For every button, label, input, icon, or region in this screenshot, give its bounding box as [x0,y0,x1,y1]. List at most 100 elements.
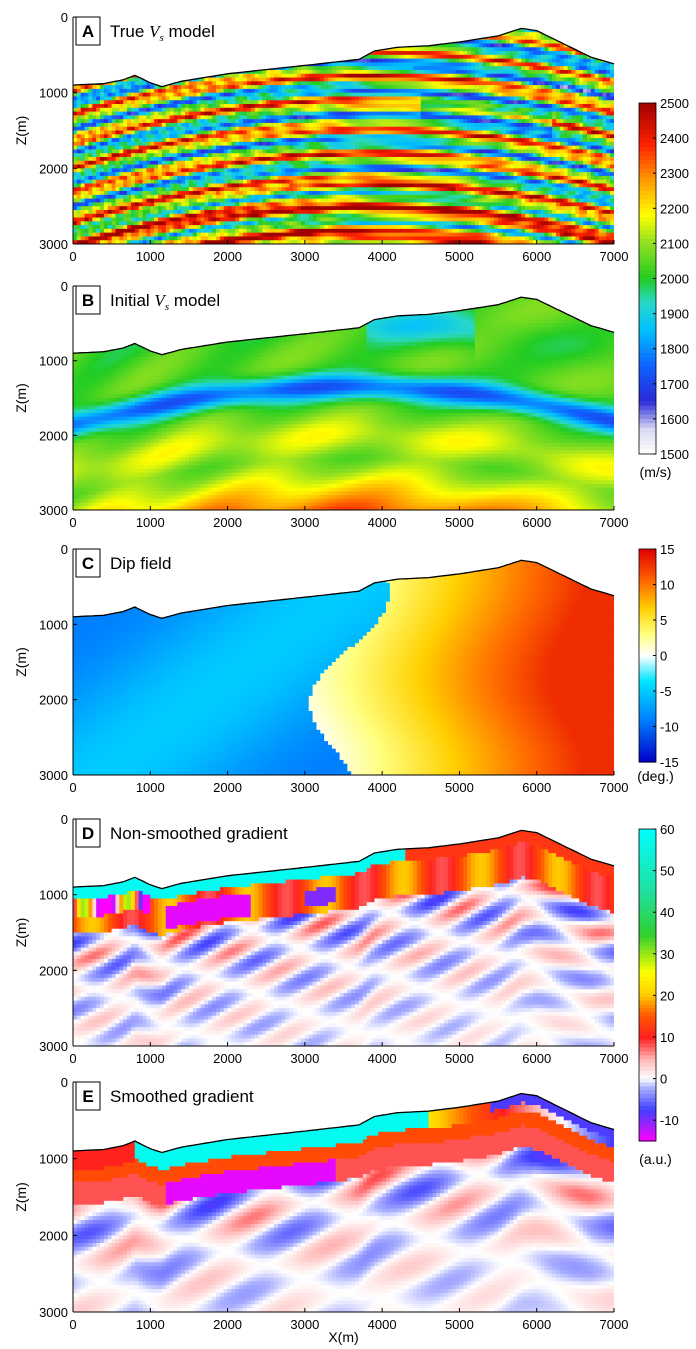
field-cell [73,175,78,181]
field-cell [324,175,329,181]
field-cell [246,145,252,151]
field-cell [270,126,275,132]
field-cell [215,175,221,181]
field-cell [80,183,86,188]
field-cell [297,54,302,60]
field-cell [84,107,90,113]
field-cell [154,191,159,196]
field-cell [312,183,318,188]
field-cell [219,39,225,45]
field-cell [281,213,287,219]
field-cell [382,17,386,21]
field-cell [343,73,348,79]
field-cell [258,47,263,52]
field-cell [270,28,275,29]
field-cell [328,179,333,185]
field-cell [335,88,341,94]
field-cell [173,73,178,79]
field-cell [80,92,86,98]
field-cell [130,85,136,90]
field-cell [382,51,387,56]
field-cell [366,232,372,238]
field-cell [324,115,329,120]
field-cell [96,175,101,181]
field-cell [331,138,337,143]
field-cell [273,138,279,143]
field-cell [382,62,387,67]
field-cell [285,104,290,109]
field-cell [343,32,348,37]
field-cell [100,39,105,45]
field-cell [200,58,205,63]
field-cell [254,153,260,158]
field-cell [192,126,198,132]
field-cell [277,164,283,169]
field-cell [165,134,171,139]
field-cell [300,175,306,181]
field-cell [362,145,368,151]
field-cell [343,225,348,230]
field-cell [246,104,252,109]
field-cell [219,194,225,200]
field-cell [161,240,167,245]
field-cell [308,54,314,60]
field-cell [320,141,325,147]
field-cell [80,51,86,56]
field-cell [366,183,372,188]
field-cell [262,96,267,101]
field-cell [386,17,390,21]
field-cell [127,168,132,173]
field-cell [208,122,213,128]
field-cell [324,236,329,241]
field-cell [335,175,341,181]
field-cell [378,145,383,151]
field-cell [96,183,101,188]
field-cell [185,206,190,211]
field-cell [158,179,163,185]
field-cell [80,175,86,181]
field-cell [366,43,372,48]
field-cell [239,160,244,166]
field-cell [235,119,240,124]
field-cell [285,141,290,147]
field-cell [258,194,263,200]
field-cell [335,69,341,75]
field-cell [76,153,82,158]
field-cell [127,191,132,196]
field-cell [150,58,155,63]
field-cell [130,145,136,151]
field-cell [123,160,128,166]
field-cell [297,206,302,211]
field-cell [297,153,302,158]
field-cell [138,85,144,90]
field-cell [339,28,345,33]
field-cell [335,141,341,147]
field-cell [382,28,387,33]
field-cell [169,58,175,63]
field-cell [304,130,310,135]
field-cell [76,232,82,238]
field-cell [107,183,113,188]
field-cell [355,240,360,245]
field-cell [297,191,302,196]
field-cell [134,69,140,75]
field-cell [270,107,275,113]
field-cell [285,92,290,98]
field-cell [185,111,190,116]
field-cell [235,187,240,192]
field-cell [127,88,132,94]
field-cell [243,164,248,169]
field-cell [328,62,333,67]
field-cell [355,81,360,86]
field-cell [273,217,279,222]
field-cell [227,138,233,143]
field-cell [300,206,306,211]
field-cell [355,126,360,132]
field-cell [212,96,217,101]
field-cell [100,104,105,109]
field-cell [169,217,175,222]
field-cell [134,183,140,188]
field-cell [273,62,279,67]
field-cell [362,66,368,71]
field-cell [266,153,271,158]
